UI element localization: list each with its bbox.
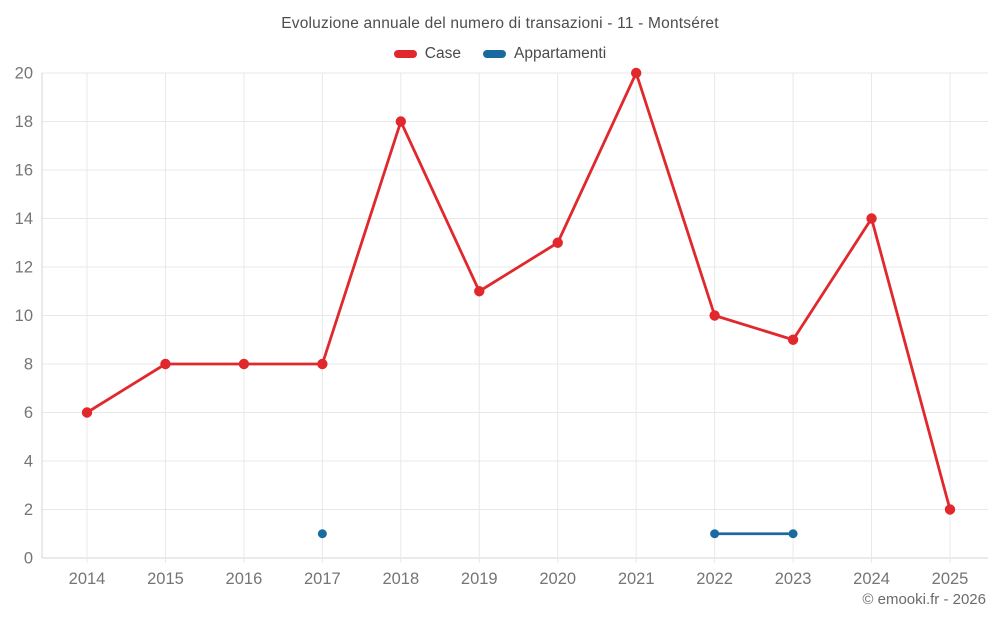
- y-tick-label: 0: [24, 550, 33, 568]
- data-point-case-2022[interactable]: [709, 310, 720, 321]
- y-tick-label: 10: [15, 307, 33, 325]
- data-point-appartamenti-2023[interactable]: [788, 529, 798, 539]
- x-tick-label: 2019: [461, 570, 498, 588]
- data-point-case-2020[interactable]: [552, 237, 563, 248]
- copyright-credit: © emooki.fr - 2026: [862, 591, 986, 608]
- data-point-case-2025[interactable]: [944, 504, 956, 515]
- x-tick-label: 2024: [853, 570, 890, 588]
- x-tick-label: 2018: [382, 570, 419, 588]
- data-point-appartamenti-2022[interactable]: [710, 529, 720, 539]
- x-tick-label: 2014: [69, 570, 106, 588]
- y-tick-label: 18: [15, 113, 33, 131]
- legend-label-case: Case: [424, 45, 461, 62]
- y-tick-label: 4: [24, 453, 33, 471]
- data-point-appartamenti-2017[interactable]: [317, 529, 327, 539]
- data-point-case-2016[interactable]: [238, 358, 250, 370]
- data-point-case-2019[interactable]: [474, 286, 485, 297]
- legend-label-appartamenti: Appartamenti: [513, 45, 607, 62]
- x-tick-label: 2015: [147, 570, 184, 588]
- legend-item-case[interactable]: Case: [393, 45, 461, 63]
- x-tick-label: 2022: [696, 570, 733, 588]
- x-tick-label: 2020: [539, 570, 576, 588]
- series-line-case: [85, 71, 952, 511]
- y-tick-label: 2: [24, 501, 33, 519]
- data-point-case-2021[interactable]: [630, 67, 642, 79]
- x-tick-label: 2016: [226, 570, 263, 588]
- data-point-case-2017[interactable]: [317, 358, 328, 370]
- y-tick-label: 6: [24, 404, 33, 422]
- data-point-case-2018[interactable]: [395, 116, 407, 127]
- appartamenti-legend-swatch-icon: [482, 50, 506, 58]
- chart-title: Evoluzione annuale del numero di transaz…: [281, 15, 719, 32]
- data-point-case-2015[interactable]: [160, 358, 171, 370]
- legend-item-appartamenti[interactable]: Appartamenti: [482, 45, 607, 63]
- x-tick-label: 2017: [304, 570, 341, 588]
- data-point-case-2014[interactable]: [81, 407, 93, 418]
- y-tick-label: 20: [15, 65, 33, 83]
- y-tick-label: 14: [15, 210, 33, 228]
- x-tick-label: 2021: [618, 570, 655, 588]
- chart-legend: Case Appartamenti: [0, 45, 1000, 63]
- case-legend-swatch-icon: [393, 50, 417, 58]
- y-tick-label: 8: [24, 356, 33, 374]
- x-tick-label: 2023: [775, 570, 812, 588]
- data-point-case-2023[interactable]: [787, 334, 799, 345]
- data-point-case-2024[interactable]: [866, 213, 877, 224]
- y-tick-label: 16: [15, 162, 33, 180]
- y-tick-label: 12: [15, 259, 33, 277]
- x-tick-label: 2025: [932, 570, 969, 588]
